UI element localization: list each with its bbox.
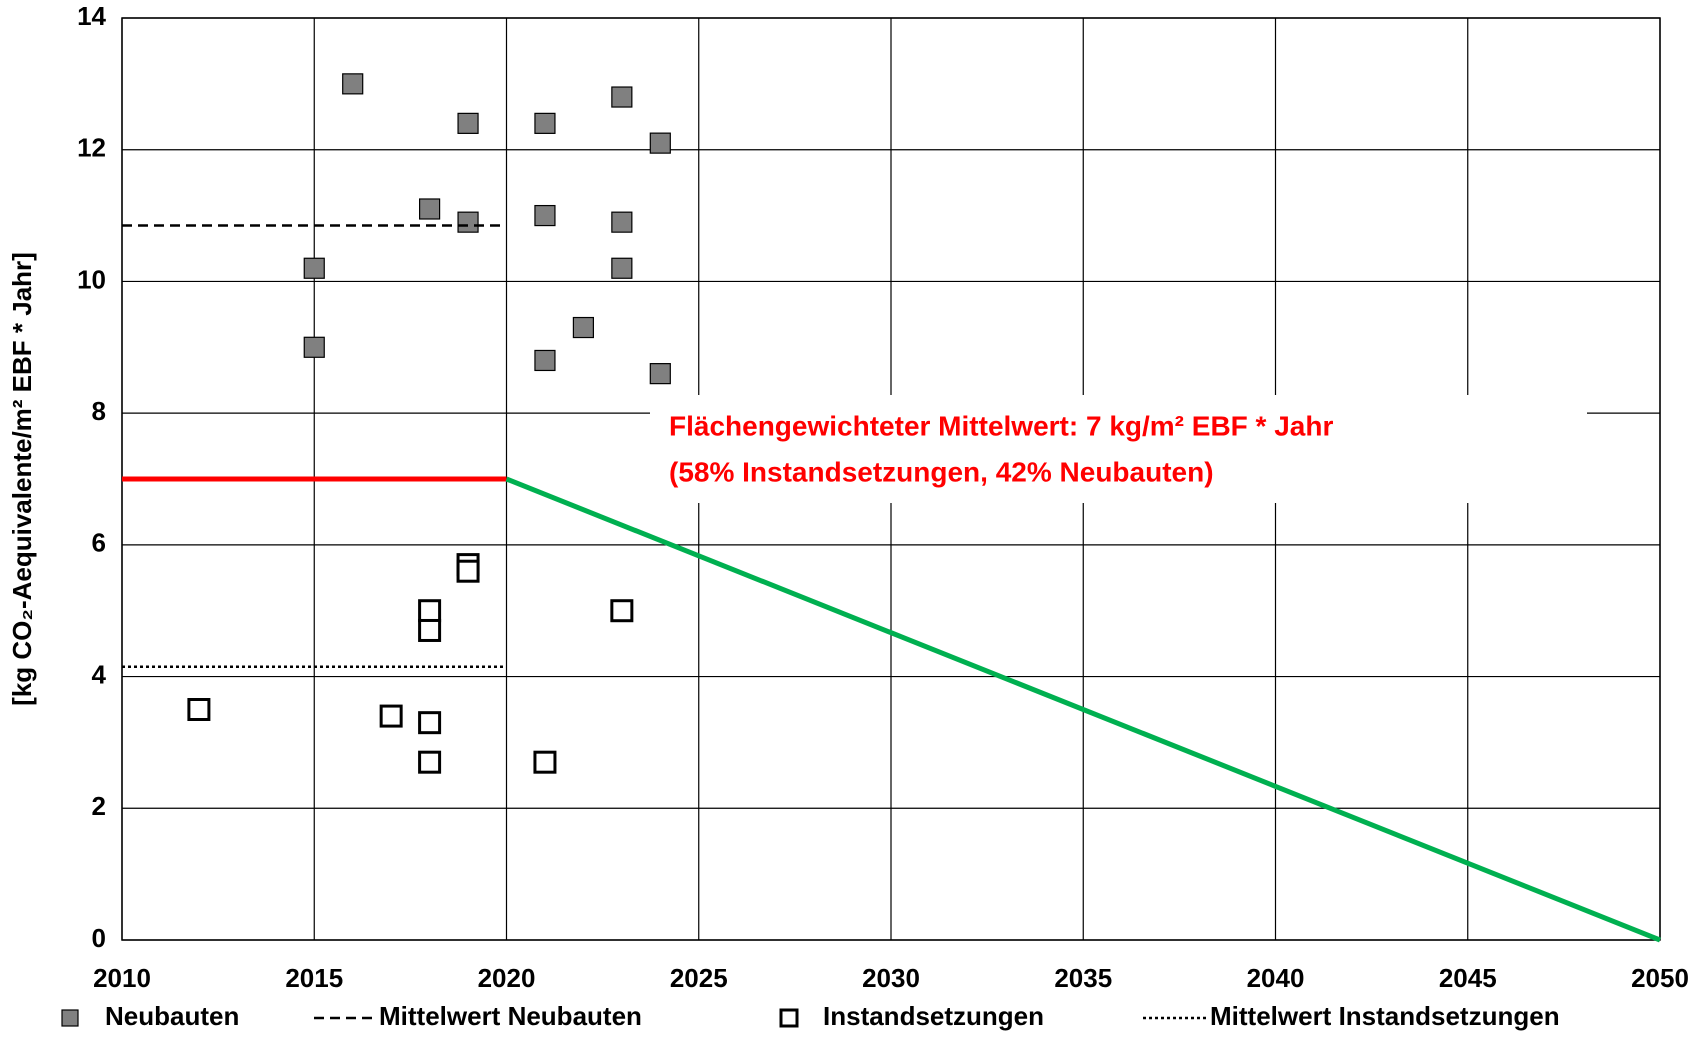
y-tick-label: 6 — [92, 528, 106, 558]
y-tick-label: 2 — [92, 791, 106, 821]
legend-label: Mittelwert Instandsetzungen — [1210, 1001, 1560, 1031]
x-tick-label: 2025 — [670, 963, 728, 993]
y-tick-label: 14 — [77, 1, 106, 31]
x-tick-label: 2035 — [1054, 963, 1112, 993]
marker — [457, 211, 479, 233]
marker — [610, 599, 634, 623]
legend-label: Neubauten — [105, 1001, 239, 1031]
y-tick-label: 4 — [92, 659, 107, 689]
y-tick-label: 0 — [92, 923, 106, 953]
marker — [611, 257, 633, 279]
marker — [303, 336, 325, 358]
marker — [303, 257, 325, 279]
marker — [534, 349, 556, 372]
legend-marker — [779, 1008, 799, 1028]
marker — [418, 750, 442, 774]
x-tick-label: 2010 — [93, 963, 151, 993]
x-tick-label: 2045 — [1439, 963, 1497, 993]
annotation: (58% Instandsetzungen, 42% Neubauten) — [669, 456, 1214, 487]
marker — [611, 211, 633, 233]
marker — [649, 132, 671, 154]
marker — [342, 73, 364, 95]
x-tick-label: 2040 — [1247, 963, 1305, 993]
legend-label: Instandsetzungen — [823, 1001, 1044, 1031]
y-tick-label: 10 — [77, 264, 106, 294]
y-axis-label: [kg CO₂-Aequivalente/m² EBF * Jahr] — [7, 252, 37, 706]
x-tick-label: 2050 — [1631, 963, 1689, 993]
marker — [533, 750, 557, 774]
y-tick-label: 12 — [77, 133, 106, 163]
line — [505, 476, 1661, 943]
marker — [187, 698, 211, 721]
legend-label: Mittelwert Neubauten — [379, 1001, 642, 1031]
marker — [419, 198, 441, 220]
annotation: Flächengewichteter Mittelwert: 7 kg/m² E… — [669, 410, 1333, 441]
marker — [457, 112, 479, 134]
y-tick-label: 8 — [92, 396, 106, 426]
x-tick-label: 2015 — [285, 963, 343, 993]
marker — [611, 86, 633, 108]
marker — [572, 316, 595, 339]
marker — [418, 711, 442, 735]
legend-marker — [61, 1009, 79, 1027]
x-tick-label: 2020 — [478, 963, 536, 993]
marker — [456, 559, 480, 583]
marker — [418, 618, 442, 642]
marker — [379, 704, 403, 728]
x-tick-label: 2030 — [862, 963, 920, 993]
marker — [649, 363, 671, 385]
annotation-box — [650, 395, 1587, 503]
marker — [418, 599, 442, 623]
marker — [534, 204, 556, 227]
marker — [534, 112, 556, 134]
